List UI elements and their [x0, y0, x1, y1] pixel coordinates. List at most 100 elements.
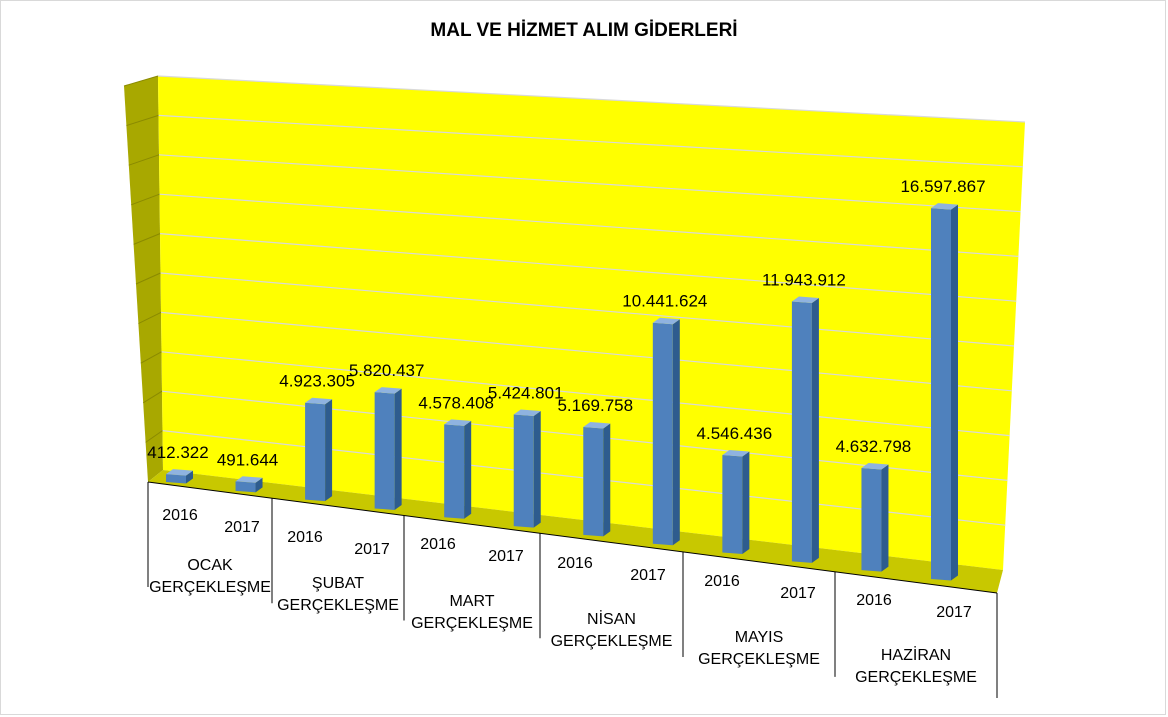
month-label: MART [449, 593, 494, 610]
year-tick-label: 2016 [704, 573, 740, 590]
year-tick-label: 2017 [630, 567, 666, 584]
data-label: 11.943.912 [762, 271, 846, 290]
month-label-sub: GERÇEKLEŞME [277, 597, 399, 614]
bar-top [305, 397, 333, 405]
bar [583, 427, 604, 537]
bar-side [603, 423, 611, 537]
gridline [160, 272, 1015, 347]
bar-top [652, 317, 680, 325]
gridlines [123, 75, 1026, 526]
year-tick-label: 2017 [224, 519, 260, 536]
month-label-sub: GERÇEKLEŞME [551, 633, 673, 650]
data-label: 4.546.436 [697, 424, 773, 443]
gridline [157, 75, 1026, 123]
year-tick-label: 2016 [557, 555, 593, 572]
gridline [158, 114, 1023, 168]
bar [791, 301, 812, 563]
bar [444, 424, 465, 519]
gridline [158, 154, 1021, 213]
data-label: 412.322 [147, 443, 208, 462]
bar [305, 402, 326, 502]
bar-top [166, 469, 193, 476]
side-gridline [145, 430, 163, 443]
bar [166, 474, 186, 484]
year-tick-label: 2017 [780, 585, 816, 602]
bar-top [374, 387, 402, 394]
side-gridline [123, 75, 159, 87]
bar-top [931, 203, 958, 210]
bar-side [394, 388, 402, 510]
year-tick-label: 2017 [488, 548, 524, 565]
bar-side [464, 420, 472, 519]
side-gridline [126, 114, 159, 127]
bar [861, 468, 882, 572]
month-label-sub: GERÇEKLEŞME [698, 651, 820, 668]
data-label: 5.820.437 [349, 361, 425, 380]
year-tick-label: 2016 [162, 507, 198, 524]
data-label: 4.923.305 [279, 372, 355, 391]
bar-side [672, 319, 680, 546]
bar-top [791, 296, 819, 304]
side-wall [124, 76, 163, 482]
bar [931, 208, 951, 581]
floor [148, 470, 1003, 593]
bar-side [742, 451, 750, 555]
side-gridline [128, 154, 160, 166]
bar-top [583, 422, 611, 429]
gridline [159, 233, 1017, 302]
data-label: 5.169.758 [557, 396, 633, 415]
year-tick-label: 2016 [287, 529, 323, 546]
bar [652, 322, 673, 546]
gridline [160, 311, 1012, 392]
side-gridline [142, 390, 163, 404]
month-label: OCAK [187, 557, 233, 574]
side-gridline [138, 311, 162, 325]
year-tick-label: 2016 [856, 592, 892, 609]
data-label: 16.597.867 [900, 177, 985, 196]
side-gridline [135, 272, 161, 285]
gridline [159, 193, 1019, 257]
bar [513, 414, 534, 528]
month-label: MAYIS [735, 629, 784, 646]
chart-title: MAL VE HİZMET ALIM GİDERLERİ [430, 20, 738, 41]
gridline [161, 351, 1010, 437]
month-label: ŞUBAT [312, 575, 364, 592]
bar-top [861, 463, 889, 470]
chart-walls [124, 76, 1025, 593]
data-label: 10.441.624 [622, 292, 707, 311]
bar-side [325, 399, 333, 502]
bar-side [881, 464, 889, 572]
bar-top [513, 409, 541, 416]
month-label-sub: GERÇEKLEŞME [149, 579, 271, 596]
bar [722, 454, 743, 555]
month-label-sub: GERÇEKLEŞME [855, 669, 977, 686]
category-axis: 2016 2017 OCAK GERÇEKLEŞME 2016 2017 ŞUBAT GERÇ… [147, 481, 998, 698]
bar-top [444, 419, 472, 426]
bar [235, 481, 256, 493]
data-label: 491.644 [217, 450, 278, 469]
bar-top [235, 476, 263, 483]
year-tick-label: 2017 [936, 604, 972, 621]
bar-top [722, 449, 750, 457]
month-label: NİSAN [587, 609, 636, 628]
bar-side [951, 204, 958, 581]
axis-line [147, 481, 998, 594]
month-label-sub: GERÇEKLEŞME [411, 615, 533, 632]
bar-side [186, 470, 193, 484]
side-gridline [131, 193, 160, 206]
bar-side [533, 410, 541, 528]
year-tick-label: 2017 [354, 541, 390, 558]
data-label: 5.424.801 [488, 383, 564, 402]
side-gridline [140, 351, 162, 364]
month-label: HAZİRAN [881, 645, 951, 664]
year-tick-label: 2016 [420, 536, 456, 553]
data-label: 4.632.798 [836, 437, 912, 456]
side-gridline [133, 233, 161, 245]
data-label: 4.578.408 [418, 393, 494, 412]
bar [374, 392, 395, 510]
bar-series [166, 203, 958, 581]
bar-side [811, 298, 819, 563]
